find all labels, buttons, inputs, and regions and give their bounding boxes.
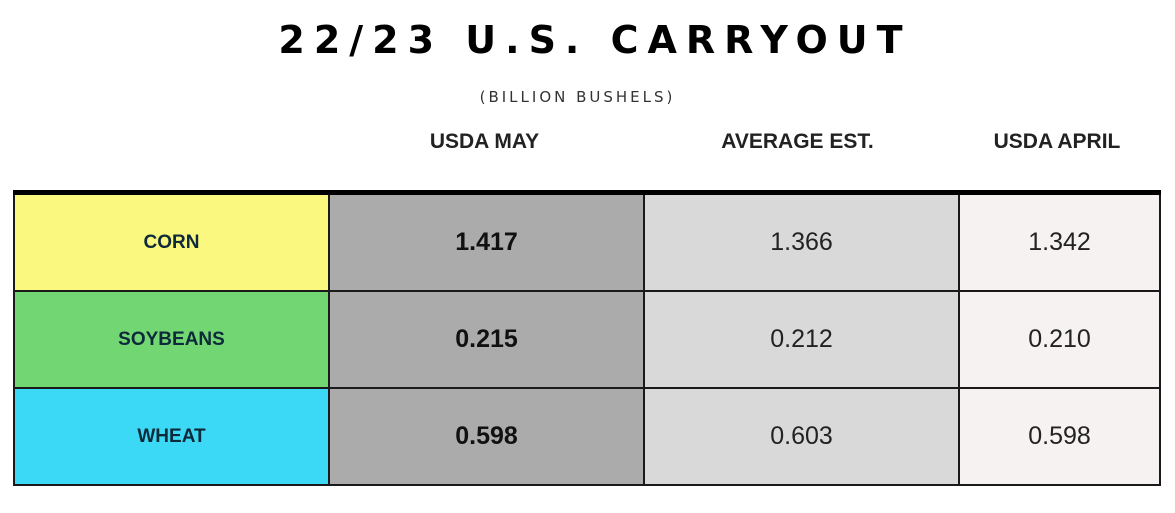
cell-soybeans-usda-april: 0.210 xyxy=(958,290,1161,389)
row-label-soybeans: SOYBEANS xyxy=(13,290,330,389)
cell-corn-usda-may: 1.417 xyxy=(328,195,645,292)
cell-corn-usda-april: 1.342 xyxy=(958,195,1161,292)
cell-wheat-average-est: 0.603 xyxy=(643,387,960,486)
cell-soybeans-average-est: 0.212 xyxy=(643,290,960,389)
cell-soybeans-usda-may: 0.215 xyxy=(328,290,645,389)
page-title: 22/23 U.S. CARRYOUT xyxy=(278,18,912,62)
table-row-wheat: WHEAT 0.598 0.603 0.598 xyxy=(13,387,1161,486)
cell-corn-average-est: 1.366 xyxy=(643,195,960,292)
carryout-table: CORN 1.417 1.366 1.342 SOYBEANS 0.215 0.… xyxy=(13,195,1161,486)
page-subtitle: (BILLION BUSHELS) xyxy=(479,88,676,106)
column-header-usda-april: USDA APRIL xyxy=(993,130,1121,153)
table-row-soybeans: SOYBEANS 0.215 0.212 0.210 xyxy=(13,290,1161,389)
column-header-usda-may: USDA MAY xyxy=(429,130,540,153)
cell-wheat-usda-april: 0.598 xyxy=(958,387,1161,486)
cell-wheat-usda-may: 0.598 xyxy=(328,387,645,486)
table-row-corn: CORN 1.417 1.366 1.342 xyxy=(13,195,1161,292)
table-top-rule xyxy=(13,190,1161,195)
row-label-wheat: WHEAT xyxy=(13,387,330,486)
column-header-average-est: AVERAGE EST. xyxy=(721,130,874,153)
row-label-corn: CORN xyxy=(13,195,330,292)
